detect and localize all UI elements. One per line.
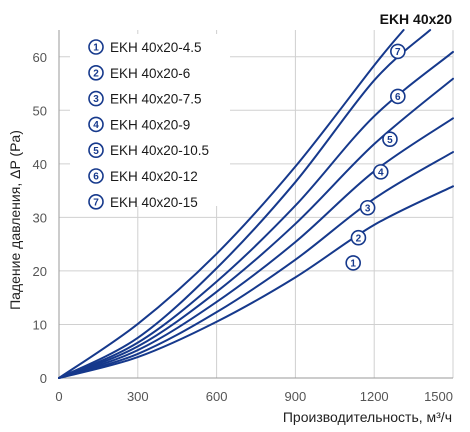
y-tick-label: 50 bbox=[33, 103, 47, 118]
legend-marker-2-circle bbox=[88, 65, 104, 81]
legend: 1 EKH 40x20-4.5 2 EKH 40x20-6 3 EKH 40x20-7.5… bbox=[70, 34, 230, 210]
curve-marker-2-label: 2 bbox=[356, 233, 362, 244]
x-tick-label: 300 bbox=[127, 389, 149, 404]
legend-marker-1-circle bbox=[88, 39, 104, 55]
y-tick-label: 20 bbox=[33, 264, 47, 279]
curve-marker-7-circle bbox=[390, 43, 406, 60]
curve-marker-2-circle bbox=[350, 229, 367, 246]
y-tick-label: 10 bbox=[33, 317, 47, 332]
curve-markers: 1 2 3 4 5 6 7 bbox=[345, 43, 406, 271]
y-axis-title: Падение давления, ΔP (Pa) bbox=[7, 130, 23, 310]
series-line-2 bbox=[58, 151, 454, 379]
legend-marker-1: 1 bbox=[88, 39, 104, 55]
x-tick-label: 0 bbox=[55, 389, 62, 404]
curve-marker-5-label: 5 bbox=[387, 135, 393, 146]
x-tick-label: 600 bbox=[206, 389, 228, 404]
y-tick-label: 60 bbox=[33, 50, 47, 65]
legend-marker-5: 5 bbox=[88, 142, 104, 158]
legend-marker-3-circle bbox=[88, 90, 104, 107]
curve-marker-6-label: 6 bbox=[395, 92, 401, 103]
legend-label: EKH 40x20-12 bbox=[110, 169, 198, 184]
curve-marker-1-circle bbox=[345, 255, 361, 271]
legend-label: EKH 40x20-4.5 bbox=[110, 40, 202, 55]
legend-label: EKH 40x20-9 bbox=[110, 117, 190, 132]
legend-label: EKH 40x20-15 bbox=[110, 195, 198, 210]
legend-marker-7: 7 bbox=[88, 194, 104, 210]
legend-marker-3: 3 bbox=[88, 90, 104, 107]
curve-marker-1-label: 1 bbox=[350, 258, 356, 269]
series-line-7 bbox=[58, 29, 405, 379]
legend-marker-4-circle bbox=[88, 116, 104, 133]
legend-item: 7 EKH 40x20-15 bbox=[88, 194, 198, 210]
x-axis-title: Производительность, м³/ч bbox=[283, 409, 452, 425]
series-line-6 bbox=[58, 29, 432, 379]
axes: 0 300 600 900 1200 1500 0 10 20 30 40 50 60 bbox=[33, 30, 453, 404]
legend-item: 4 EKH 40x20-9 bbox=[88, 116, 190, 133]
legend-marker-2: 2 bbox=[88, 65, 104, 81]
curve-marker-6: 6 bbox=[390, 88, 406, 105]
curve-marker-3-label: 3 bbox=[365, 203, 371, 214]
series-line-1 bbox=[58, 185, 454, 379]
legend-marker-6-circle bbox=[88, 168, 104, 184]
legend-label: EKH 40x20-7.5 bbox=[110, 92, 202, 107]
legend-marker-5-circle bbox=[88, 142, 104, 158]
legend-marker-7-circle bbox=[88, 194, 104, 210]
x-tick-label: 900 bbox=[285, 389, 307, 404]
curve-marker-3-circle bbox=[359, 199, 376, 216]
legend-marker-5-label: 5 bbox=[93, 146, 99, 157]
legend-marker-6: 6 bbox=[88, 168, 104, 184]
curve-marker-1: 1 bbox=[345, 255, 361, 271]
curve-marker-2: 2 bbox=[350, 229, 367, 246]
y-tick-label: 40 bbox=[33, 157, 47, 172]
legend-item: 3 EKH 40x20-7.5 bbox=[88, 90, 202, 107]
curve-marker-4-label: 4 bbox=[378, 167, 384, 178]
curve-marker-5-circle bbox=[382, 131, 398, 148]
legend-item: 6 EKH 40x20-12 bbox=[88, 168, 198, 184]
y-tick-label: 30 bbox=[33, 210, 47, 225]
legend-item: 2 EKH 40x20-6 bbox=[88, 65, 190, 81]
legend-marker-3-label: 3 bbox=[93, 94, 99, 105]
y-tick-label: 0 bbox=[40, 371, 47, 386]
legend-item: 5 EKH 40x20-10.5 bbox=[88, 142, 209, 158]
legend-marker-4-label: 4 bbox=[93, 120, 99, 131]
curve-marker-5: 5 bbox=[382, 131, 398, 148]
curve-marker-7: 7 bbox=[390, 43, 406, 60]
chart-title: EKH 40x20 bbox=[380, 11, 453, 27]
legend-marker-6-label: 6 bbox=[93, 172, 99, 183]
legend-label: EKH 40x20-10.5 bbox=[110, 143, 209, 158]
x-tick-label: 1200 bbox=[360, 389, 389, 404]
legend-marker-2-label: 2 bbox=[93, 68, 99, 79]
curve-marker-4-circle bbox=[372, 164, 389, 180]
legend-marker-4: 4 bbox=[88, 116, 104, 133]
curve-marker-6-circle bbox=[390, 88, 406, 105]
curve-marker-7-label: 7 bbox=[395, 47, 401, 58]
curve-marker-4: 4 bbox=[372, 164, 389, 180]
series-line-5 bbox=[58, 50, 454, 379]
curve-marker-3: 3 bbox=[359, 199, 376, 216]
x-tick-label: 1500 bbox=[424, 389, 453, 404]
legend-marker-1-label: 1 bbox=[93, 43, 99, 54]
legend-item: 1 EKH 40x20-4.5 bbox=[88, 39, 202, 55]
legend-label: EKH 40x20-6 bbox=[110, 66, 190, 81]
legend-marker-7-label: 7 bbox=[93, 197, 99, 208]
